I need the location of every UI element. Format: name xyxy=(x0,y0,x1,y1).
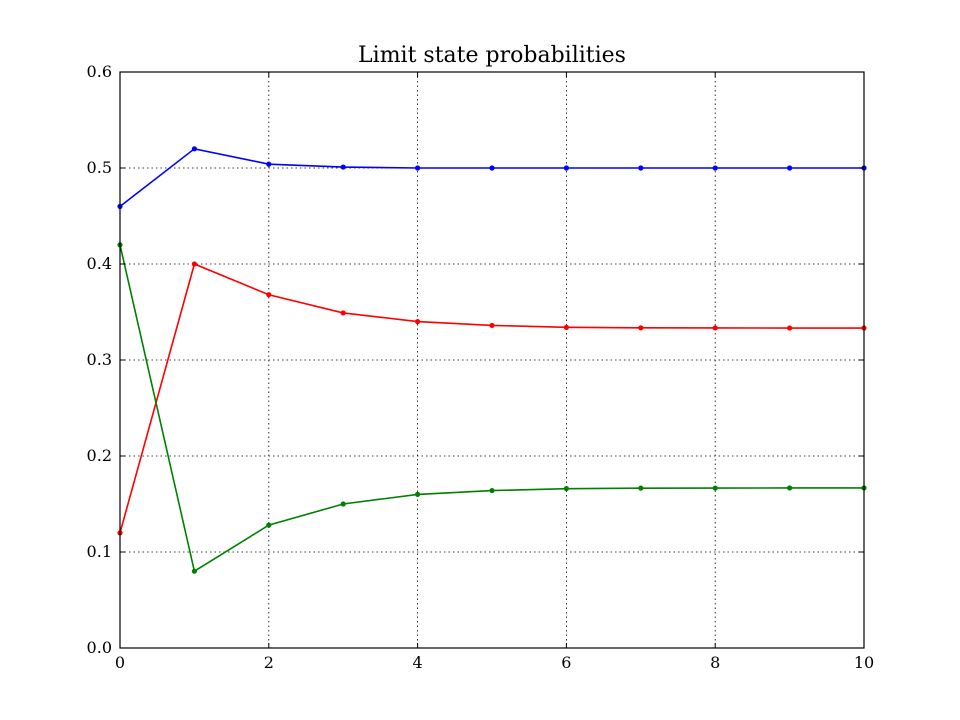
data-point xyxy=(563,486,570,492)
grid xyxy=(120,72,864,648)
y-tick-label: 0.0 xyxy=(87,638,112,657)
data-point xyxy=(415,491,421,497)
data-point xyxy=(638,325,644,331)
data-point xyxy=(712,325,718,331)
data-point xyxy=(266,292,272,298)
x-tick-label: 6 xyxy=(561,653,571,672)
data-point xyxy=(563,324,570,330)
x-tick-label: 2 xyxy=(264,653,274,672)
data-point xyxy=(191,261,197,267)
data-point xyxy=(340,310,346,316)
plot-frame xyxy=(119,71,865,649)
data-point xyxy=(266,522,272,528)
data-point xyxy=(489,165,495,171)
data-point xyxy=(340,164,346,170)
y-tick-label: 0.3 xyxy=(87,350,112,369)
data-point xyxy=(638,485,644,491)
y-tick-label: 0.5 xyxy=(87,158,112,177)
axis-ticks: 0 2 4 6 8 10 0.0 0.1 0.2 0.3 0.4 0.5 0.6 xyxy=(87,62,875,672)
data-point xyxy=(191,568,197,574)
data-point xyxy=(340,501,346,507)
series-2 xyxy=(117,261,867,536)
series-3 xyxy=(117,242,867,574)
data-point xyxy=(191,146,197,152)
data-point xyxy=(415,165,421,171)
data-point xyxy=(787,485,793,491)
data-point xyxy=(712,485,718,491)
data-point xyxy=(489,322,495,329)
y-tick-label: 0.4 xyxy=(87,254,112,273)
chart-title: Limit state probabilities xyxy=(358,43,626,68)
data-point xyxy=(787,325,793,331)
y-tick-label: 0.2 xyxy=(87,446,112,465)
series-1 xyxy=(117,146,867,209)
x-tick-label: 10 xyxy=(854,653,874,672)
x-tick-label: 4 xyxy=(413,653,423,672)
data-point xyxy=(489,487,495,494)
x-tick-label: 8 xyxy=(710,653,720,672)
data-point xyxy=(638,165,644,171)
y-tick-label: 0.6 xyxy=(87,62,112,81)
y-tick-label: 0.1 xyxy=(87,542,112,561)
data-point xyxy=(415,319,421,325)
data-point xyxy=(563,165,570,171)
data-point xyxy=(787,165,793,171)
series-line xyxy=(119,147,864,208)
x-tick-label: 0 xyxy=(115,653,125,672)
data-point xyxy=(712,165,718,171)
series-layer xyxy=(117,146,867,574)
data-point xyxy=(266,161,272,167)
series-line xyxy=(119,244,864,573)
